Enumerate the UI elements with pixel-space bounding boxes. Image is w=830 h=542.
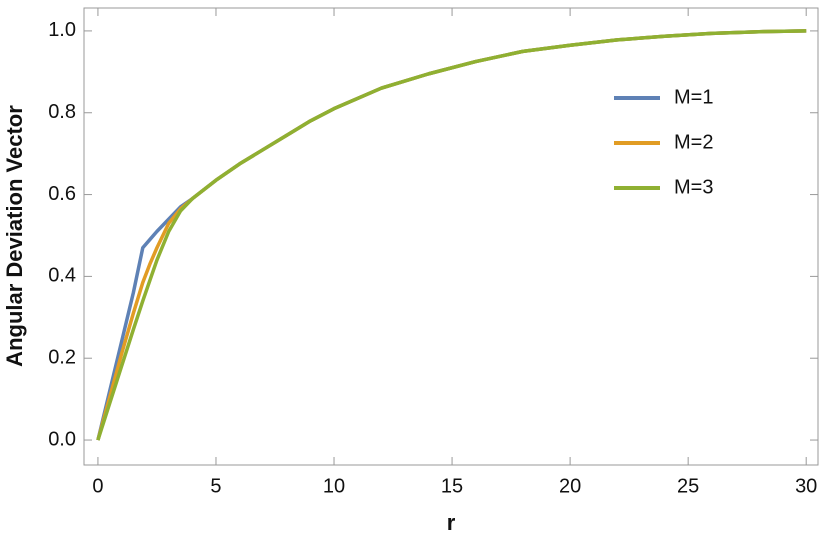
y-tick-label: 0.4: [48, 265, 76, 287]
x-tick-label: 30: [795, 475, 817, 497]
x-axis-label: r: [447, 510, 456, 535]
y-axis-label: Angular Deviation Vector: [2, 105, 27, 367]
y-tick-label: 0.2: [48, 346, 76, 368]
x-tick-label: 25: [677, 475, 699, 497]
x-tick-label: 5: [210, 475, 221, 497]
line-series: [96, 29, 807, 441]
x-tick-label: 10: [323, 475, 345, 497]
y-tick-label: 1.0: [48, 19, 76, 41]
y-tick-label: 0.6: [48, 183, 76, 205]
y-tick-label: 0.0: [48, 428, 76, 450]
legend-label: M=3: [674, 176, 713, 198]
x-tick-label: 15: [441, 475, 463, 497]
legend-label: M=1: [674, 86, 713, 108]
plot-frame: [83, 7, 819, 466]
y-tick-label: 0.8: [48, 101, 76, 123]
x-tick-label: 0: [92, 475, 103, 497]
legend-label: M=2: [674, 131, 713, 153]
x-tick-label: 20: [559, 475, 581, 497]
